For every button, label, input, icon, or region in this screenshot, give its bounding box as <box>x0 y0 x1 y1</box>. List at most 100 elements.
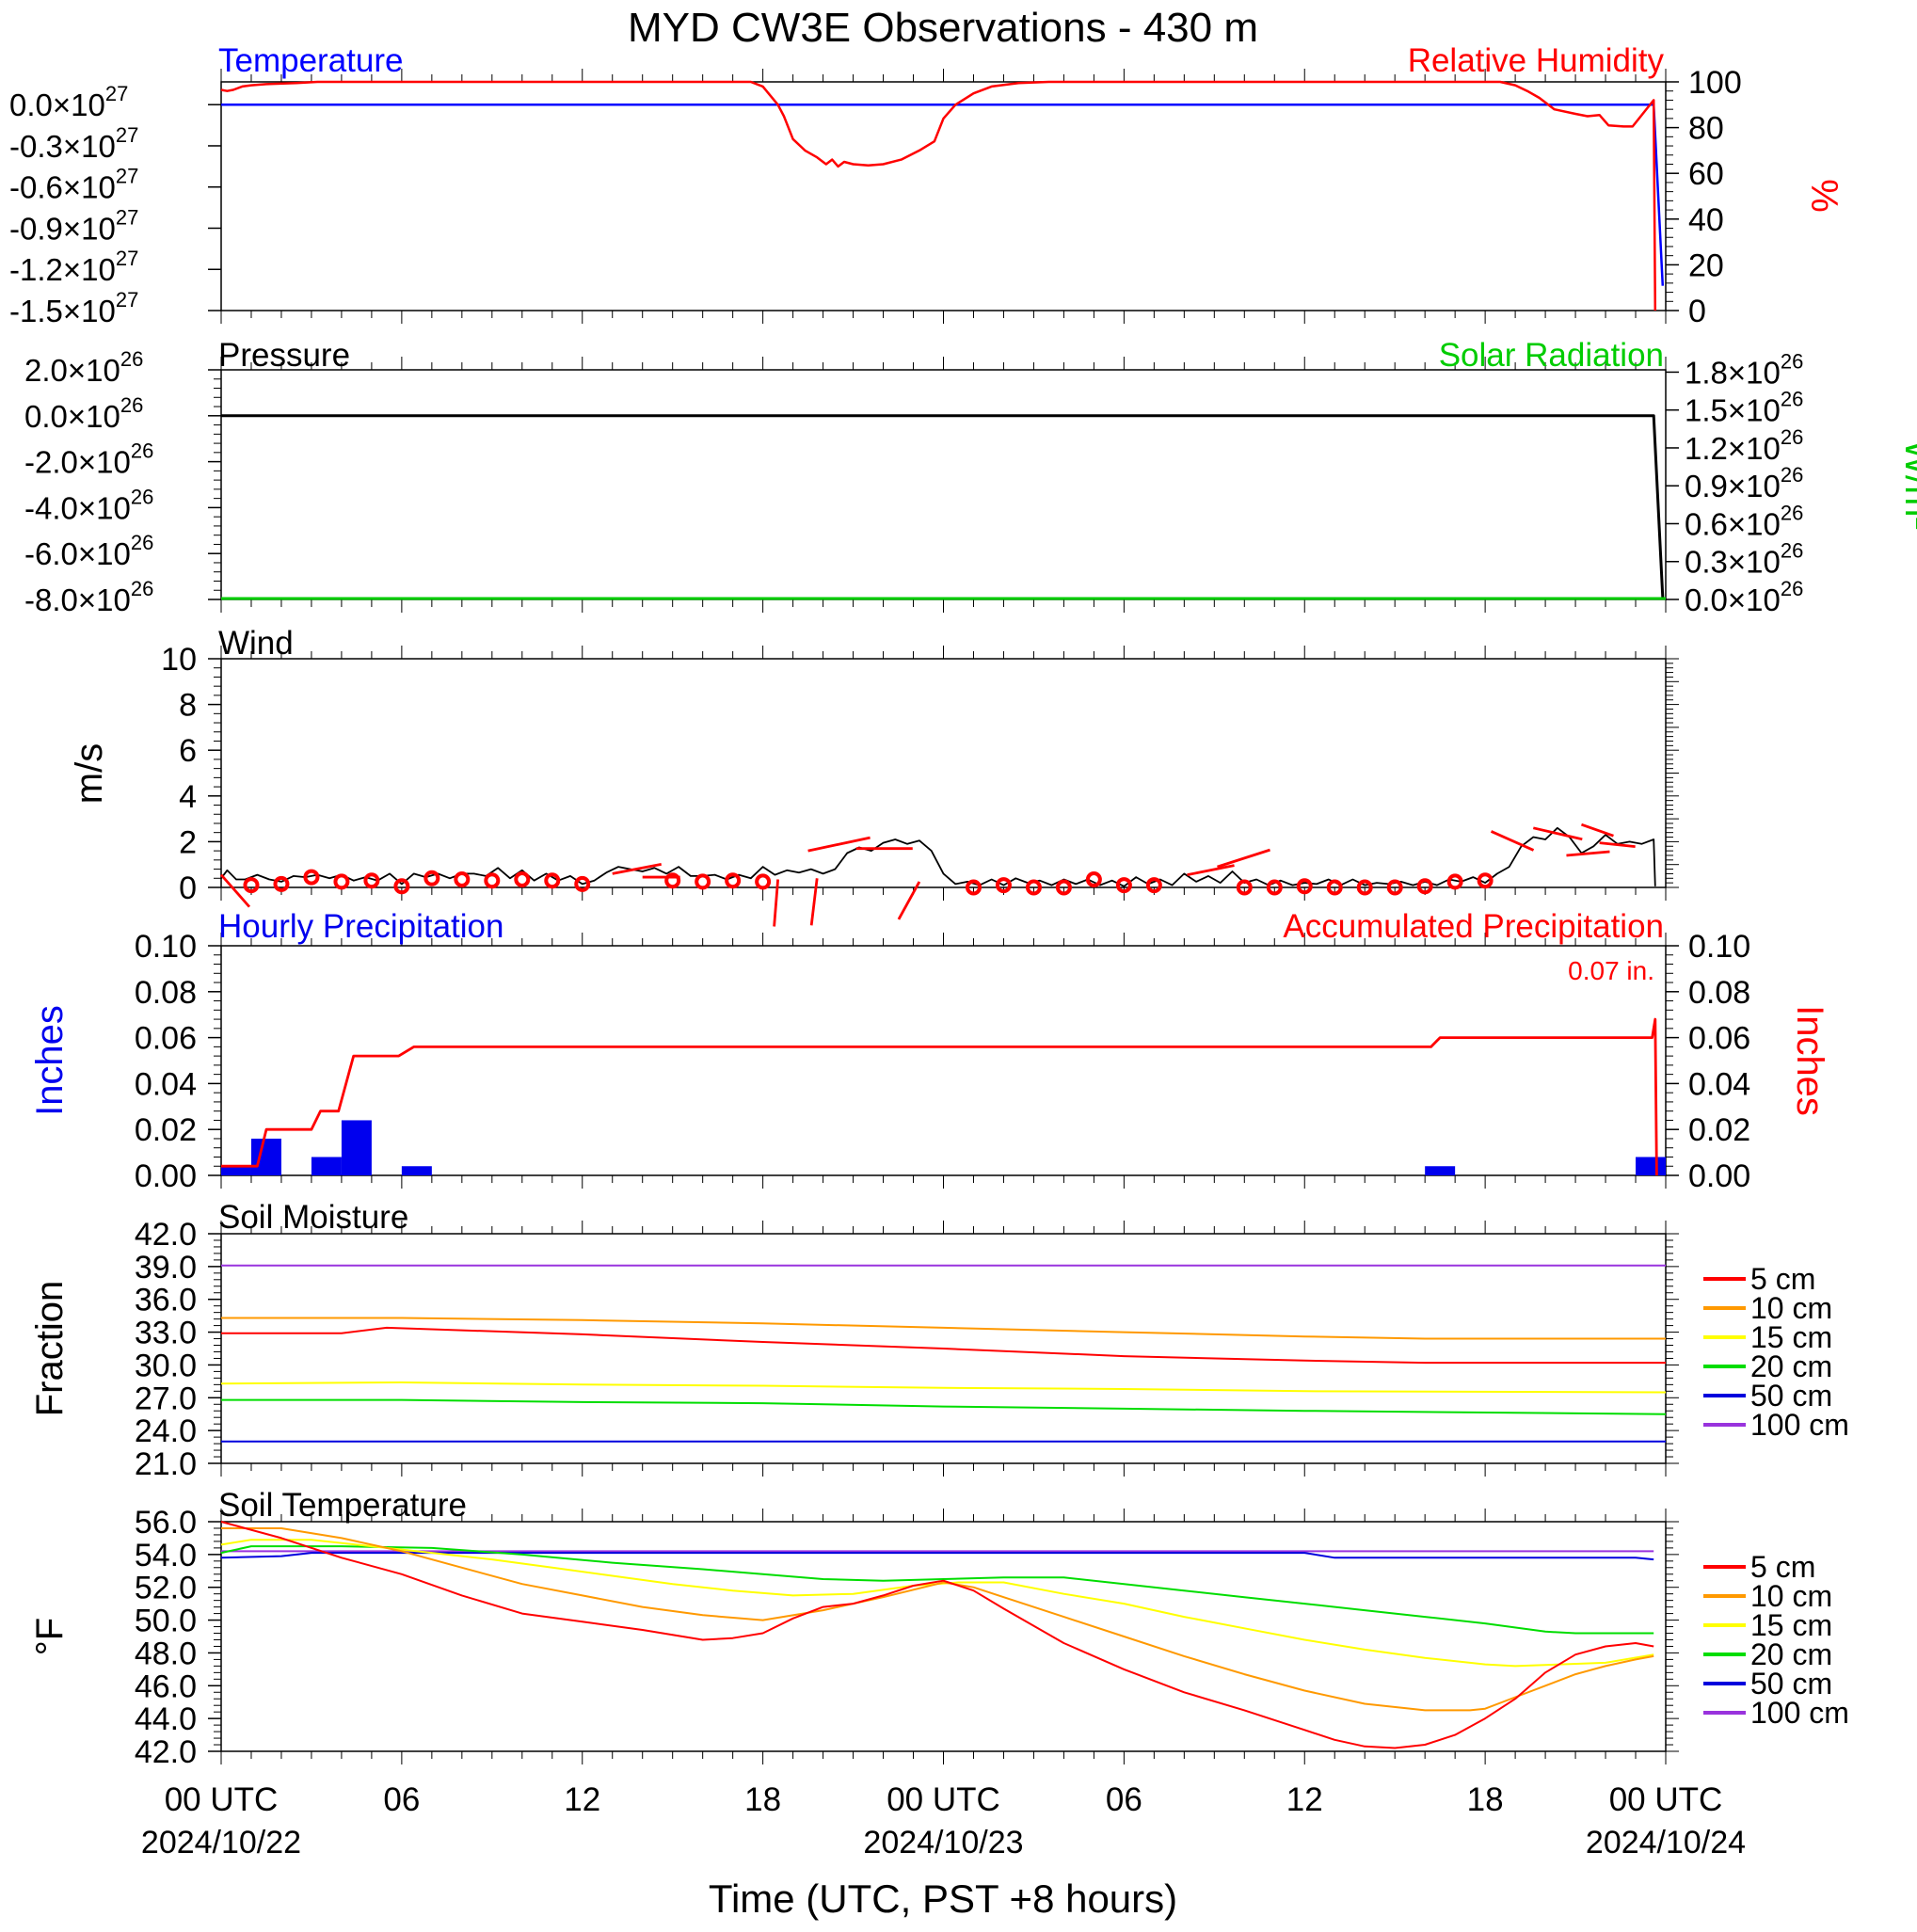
calm-wind-marker <box>454 870 471 887</box>
y-tick-label: 20 <box>1688 247 1724 283</box>
y-tick-label: 0.3×1026 <box>1685 539 1803 580</box>
calm-wind-marker <box>1145 877 1162 894</box>
y-tick-label: 0.06 <box>1688 1021 1750 1057</box>
y-tick-mantissa: -4.0×10 <box>24 490 131 525</box>
y-tick-power: 26 <box>1781 349 1803 373</box>
y-tick-label: 39.0 <box>135 1250 197 1285</box>
y-tick-mantissa: 0.0×10 <box>9 88 105 122</box>
hourly-precip-axis-label: Inches <box>29 1005 71 1116</box>
legend-label: 15 cm <box>1750 1608 1832 1642</box>
calm-wind-marker <box>664 872 681 889</box>
y-tick-label: -8.0×1026 <box>24 577 153 617</box>
y-tick-power: 26 <box>1781 463 1803 487</box>
wind-barb <box>1580 822 1614 838</box>
y-tick-power: 26 <box>1781 577 1803 600</box>
temperature-title: Temperature <box>218 42 403 79</box>
y-tick-label: 0.06 <box>135 1021 197 1057</box>
legend-label: 15 cm <box>1750 1320 1832 1354</box>
time-tick-label: 18 <box>1467 1781 1504 1818</box>
y-tick-label: 0.00 <box>1688 1158 1750 1194</box>
time-tick-label: 18 <box>744 1781 781 1818</box>
wind-barb <box>1187 864 1235 877</box>
y-tick-power: 27 <box>116 288 138 311</box>
legend-label: 100 cm <box>1750 1696 1849 1730</box>
y-tick-label: 100 <box>1688 65 1742 101</box>
y-tick-mantissa: 1.5×10 <box>1685 393 1781 428</box>
y-tick-power: 26 <box>1781 539 1803 563</box>
soil-moisture-line-10cm <box>221 1317 1666 1340</box>
y-tick-mantissa: 0.0×10 <box>24 399 120 434</box>
calm-wind-marker <box>544 872 561 889</box>
y-tick-label: 21.0 <box>135 1446 197 1482</box>
time-axis: 00 UTC 2024/10/22 06 12 18 00 UTC 2024/10/23 06… <box>141 1781 1746 1860</box>
y-tick-label: 0.10 <box>135 929 197 965</box>
precip-bar <box>221 1166 251 1175</box>
y-tick-label: 0.00 <box>135 1158 197 1194</box>
y-tick-label: -0.6×1027 <box>9 165 138 205</box>
y-tick-label: -1.5×1027 <box>9 288 138 328</box>
calm-wind-marker <box>423 870 440 886</box>
hourly-precip-title: Hourly Precipitation <box>218 908 503 945</box>
calm-wind-marker <box>1477 872 1494 889</box>
y-tick-mantissa: -0.3×10 <box>9 129 116 164</box>
legend-label: 10 cm <box>1750 1291 1832 1325</box>
legend-label: 10 cm <box>1750 1579 1832 1613</box>
calm-wind-marker <box>1356 879 1373 896</box>
y-tick-mantissa: 2.0×10 <box>24 353 120 388</box>
y-tick-power: 27 <box>116 165 138 188</box>
y-tick-label: 0.0×1027 <box>9 82 128 122</box>
y-tick-label: 52.0 <box>135 1571 197 1606</box>
y-tick-mantissa: 0.3×10 <box>1685 545 1781 580</box>
y-tick-label: 40 <box>1688 202 1724 238</box>
y-tick-power: 26 <box>131 531 153 554</box>
y-tick-label: 33.0 <box>135 1316 197 1351</box>
calm-wind-marker <box>1296 878 1313 895</box>
calm-wind-marker <box>1236 879 1253 896</box>
calm-wind-marker <box>303 869 320 886</box>
y-tick-mantissa: -6.0×10 <box>24 536 131 571</box>
panel-wind: Wind 10 8 6 4 2 0 m/s <box>69 625 1679 927</box>
humidity-line <box>220 80 1657 311</box>
y-tick-label: 0.0×1026 <box>24 393 143 434</box>
calm-wind-marker <box>1416 878 1433 895</box>
wind-barb <box>1217 848 1270 869</box>
calm-wind-marker <box>1446 873 1463 890</box>
y-tick-label: 0 <box>179 870 197 906</box>
wind-barb <box>219 873 251 908</box>
panel-temperature-humidity: Temperature Relative Humidity0.0×1027-0.3… <box>9 42 1845 329</box>
time-tick-label: 12 <box>1286 1781 1323 1818</box>
time-tick-date: 2024/10/22 <box>141 1825 301 1860</box>
y-tick-label: 10 <box>161 642 197 678</box>
y-tick-mantissa: 0.0×10 <box>1685 583 1781 617</box>
legend-label: 5 cm <box>1750 1262 1815 1296</box>
y-tick-mantissa: 1.2×10 <box>1685 431 1781 466</box>
legend-label: 100 cm <box>1750 1408 1849 1442</box>
soil-temperature-line-20cm <box>220 1545 1654 1635</box>
y-tick-mantissa: -8.0×10 <box>24 583 131 617</box>
time-tick-label: 06 <box>383 1781 420 1818</box>
time-tick-label: 00 UTC <box>1609 1781 1723 1818</box>
accum-precip-title: Accumulated Precipitation <box>1283 908 1664 945</box>
calm-wind-marker <box>514 870 531 887</box>
calm-wind-marker <box>273 875 290 892</box>
calm-wind-marker <box>363 872 380 889</box>
y-tick-mantissa: 0.6×10 <box>1685 506 1781 541</box>
wind-barb <box>807 836 871 853</box>
y-tick-power: 26 <box>120 393 143 417</box>
y-tick-label: -1.2×1027 <box>9 247 138 287</box>
precip-bar <box>250 1138 281 1175</box>
y-tick-label: -0.9×1027 <box>9 205 138 246</box>
precip-bar <box>401 1166 432 1175</box>
y-tick-mantissa: -0.9×10 <box>9 211 116 246</box>
soil-temperature-line-5cm <box>220 1521 1654 1749</box>
calm-wind-marker <box>965 879 982 896</box>
calm-wind-marker <box>1115 877 1132 894</box>
accum-precip-axis-label: Inches <box>1789 1005 1830 1116</box>
y-tick-power: 26 <box>1781 388 1803 411</box>
y-tick-label: 0.6×1026 <box>1685 501 1803 541</box>
time-tick-label: 06 <box>1106 1781 1142 1818</box>
legend-label: 5 cm <box>1750 1550 1815 1584</box>
wind-barb <box>1566 850 1610 857</box>
